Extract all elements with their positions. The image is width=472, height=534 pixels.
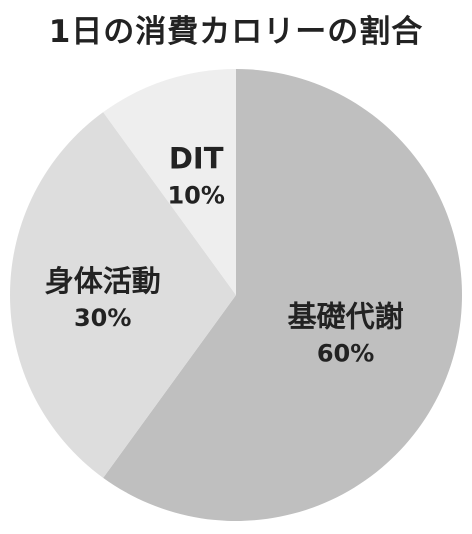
pie-slices: [9, 69, 462, 522]
chart-title: 1日の消費カロリーの割合: [48, 14, 424, 50]
slice-label-2: 身体活動: [45, 264, 161, 298]
slice-label-3: DIT: [169, 142, 224, 176]
pie-slice-2: [9, 112, 236, 478]
pie-slice-1: [103, 69, 462, 522]
slice-value-label-2: 30%: [74, 304, 131, 332]
slice-value-label-3: 10%: [167, 182, 224, 210]
slice-value-label-1: 60%: [317, 340, 374, 368]
slice-label-1: 基礎代謝: [288, 300, 404, 334]
pie-slice-3: [103, 69, 236, 295]
pie-labels: 基礎代謝 60% 身体活動 30% DIT 10%: [45, 142, 404, 368]
